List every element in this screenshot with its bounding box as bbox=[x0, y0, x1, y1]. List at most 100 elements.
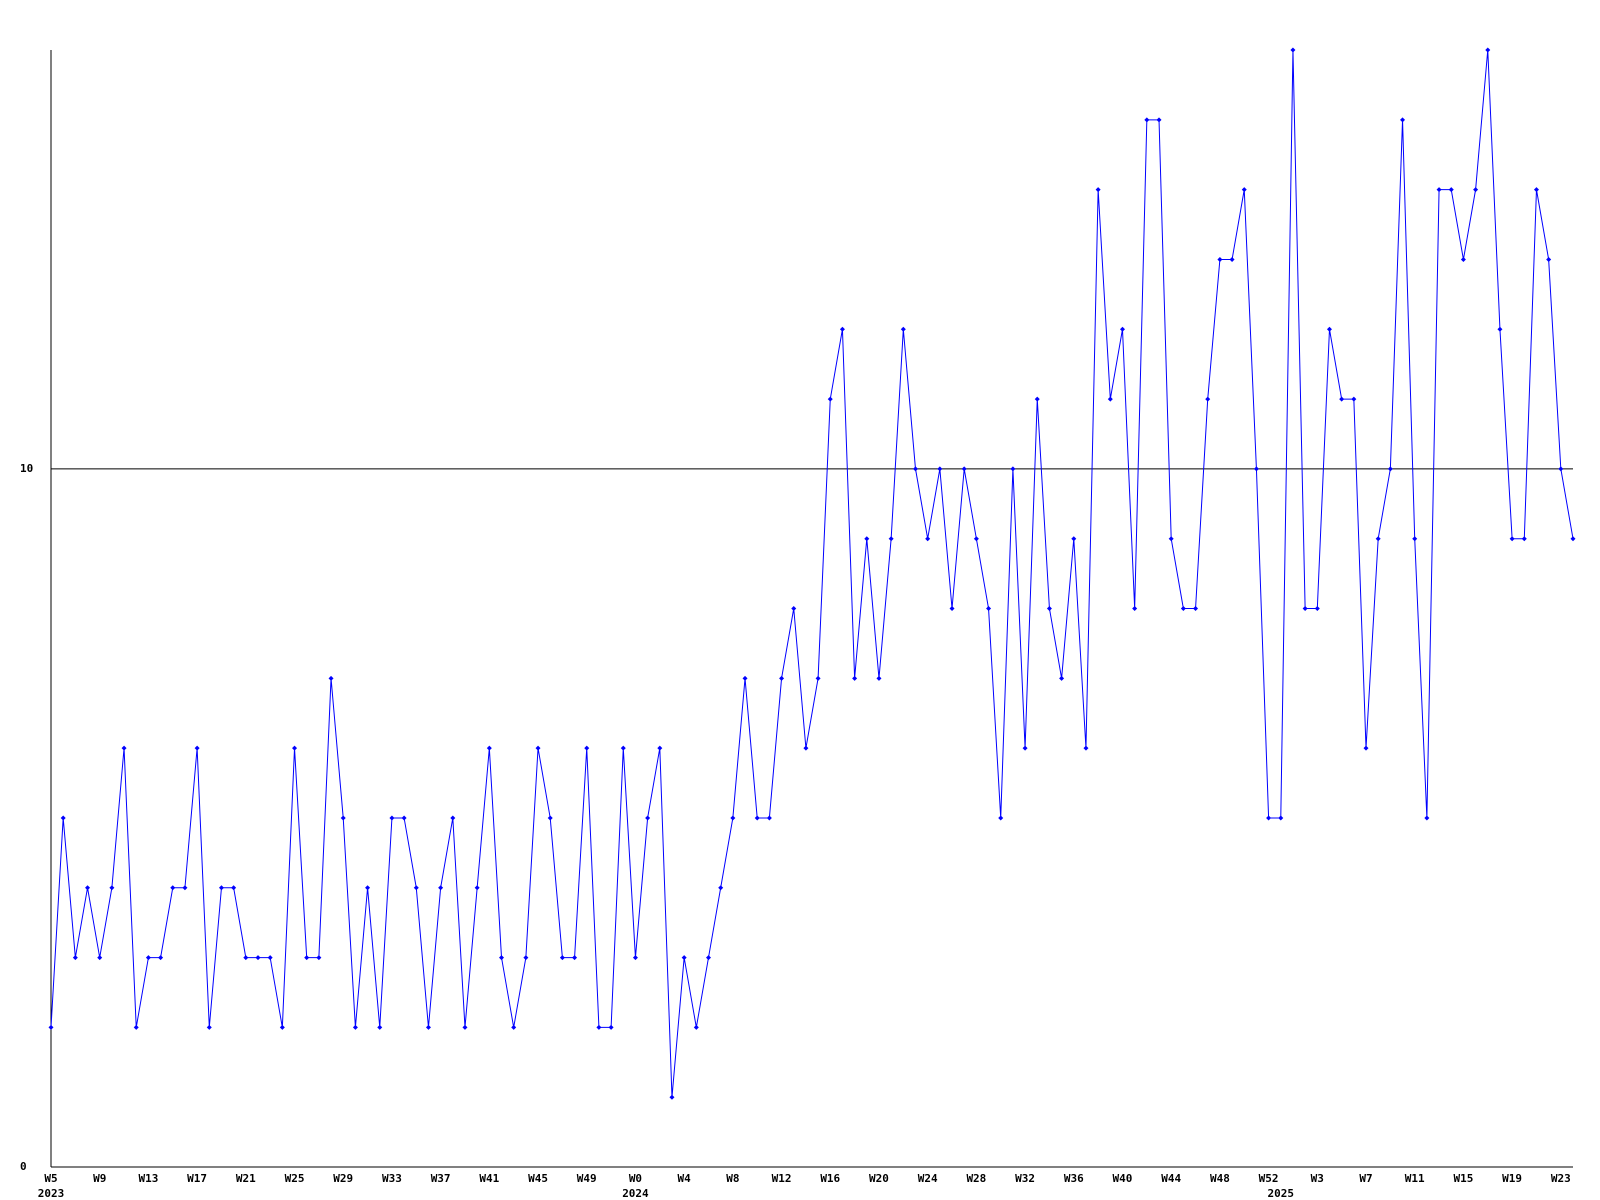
data-point bbox=[937, 466, 943, 472]
data-point bbox=[1034, 396, 1040, 402]
data-point bbox=[876, 675, 882, 681]
data-point bbox=[669, 1094, 675, 1100]
data-point bbox=[1473, 187, 1479, 193]
x-tick-label: W32 bbox=[1015, 1172, 1035, 1185]
x-tick-label: W52 bbox=[1259, 1172, 1279, 1185]
data-point bbox=[852, 675, 858, 681]
x-tick-label: W13 bbox=[138, 1172, 158, 1185]
data-point bbox=[632, 955, 638, 961]
x-tick-label: W25 bbox=[285, 1172, 305, 1185]
x-tick-label: W12 bbox=[772, 1172, 792, 1185]
data-point bbox=[912, 466, 918, 472]
data-point bbox=[1180, 606, 1186, 611]
data-point bbox=[1168, 536, 1174, 542]
x-tick-label: W11 bbox=[1405, 1172, 1425, 1185]
x-year-label: 2023 bbox=[38, 1187, 65, 1200]
data-line bbox=[50, 49, 1574, 1098]
data-point bbox=[255, 955, 261, 961]
data-point bbox=[243, 955, 249, 961]
data-point bbox=[1460, 256, 1466, 262]
x-tick-label: W41 bbox=[479, 1172, 499, 1185]
x-year-label: 2025 bbox=[1268, 1187, 1295, 1200]
data-point bbox=[218, 885, 224, 891]
data-point bbox=[170, 885, 176, 891]
data-point bbox=[1107, 396, 1113, 402]
x-tick-label: W33 bbox=[382, 1172, 402, 1185]
data-point bbox=[1119, 326, 1125, 332]
data-point bbox=[304, 955, 310, 961]
data-point bbox=[340, 815, 346, 821]
data-point bbox=[1022, 745, 1028, 751]
data-point bbox=[1509, 536, 1515, 542]
data-point bbox=[1302, 606, 1308, 611]
data-point bbox=[523, 955, 529, 961]
data-point bbox=[279, 1024, 285, 1030]
x-year-label: 2024 bbox=[622, 1187, 649, 1200]
data-point bbox=[438, 885, 444, 891]
data-point bbox=[1253, 466, 1259, 472]
data-point bbox=[998, 815, 1004, 821]
data-point bbox=[401, 815, 407, 821]
data-point bbox=[194, 745, 200, 751]
x-tick-label: W3 bbox=[1311, 1172, 1324, 1185]
data-point bbox=[657, 745, 663, 751]
data-point bbox=[206, 1024, 212, 1030]
data-point bbox=[1485, 47, 1491, 53]
data-point bbox=[316, 955, 322, 961]
data-point bbox=[827, 396, 833, 402]
x-tick-label: W44 bbox=[1161, 1172, 1181, 1185]
data-point bbox=[986, 606, 992, 611]
x-tick-label: W0 bbox=[629, 1172, 642, 1185]
data-point bbox=[499, 955, 505, 961]
x-tick-label: W8 bbox=[726, 1172, 739, 1185]
data-point bbox=[584, 745, 590, 751]
data-point bbox=[925, 536, 931, 542]
data-point bbox=[1351, 396, 1357, 402]
data-point bbox=[547, 815, 553, 821]
data-point bbox=[1339, 396, 1345, 402]
data-point bbox=[1448, 187, 1454, 193]
x-tick-label: W21 bbox=[236, 1172, 256, 1185]
data-point bbox=[1217, 256, 1223, 262]
data-point bbox=[791, 606, 797, 611]
data-point bbox=[1046, 606, 1052, 611]
data-point bbox=[413, 885, 419, 891]
data-point bbox=[1071, 536, 1077, 542]
x-tick-label: W15 bbox=[1453, 1172, 1473, 1185]
data-point bbox=[328, 675, 334, 681]
x-tick-label: W7 bbox=[1359, 1172, 1372, 1185]
data-point bbox=[72, 955, 78, 961]
data-point bbox=[596, 1024, 602, 1030]
x-tick-label: W28 bbox=[966, 1172, 986, 1185]
data-point bbox=[1424, 815, 1430, 821]
data-point bbox=[1326, 326, 1332, 332]
x-tick-label: W20 bbox=[869, 1172, 889, 1185]
data-point bbox=[109, 885, 115, 891]
x-tick-label: W40 bbox=[1113, 1172, 1133, 1185]
data-point bbox=[1375, 536, 1381, 542]
data-point bbox=[1229, 256, 1235, 262]
data-point bbox=[474, 885, 480, 891]
data-point bbox=[754, 815, 760, 821]
data-point bbox=[1314, 606, 1320, 611]
data-point bbox=[1363, 745, 1369, 751]
data-point bbox=[1266, 815, 1272, 821]
data-point bbox=[839, 326, 845, 332]
data-point bbox=[973, 536, 979, 542]
data-point bbox=[681, 955, 687, 961]
data-point bbox=[1387, 466, 1393, 472]
data-point bbox=[133, 1024, 139, 1030]
data-point bbox=[1193, 606, 1199, 611]
data-point bbox=[231, 885, 237, 891]
data-point bbox=[608, 1024, 614, 1030]
data-point bbox=[706, 955, 712, 961]
data-point bbox=[645, 815, 651, 821]
data-point bbox=[1241, 187, 1247, 193]
x-tick-label: W17 bbox=[187, 1172, 207, 1185]
x-tick-label: W23 bbox=[1551, 1172, 1571, 1185]
data-point bbox=[779, 675, 785, 681]
data-point bbox=[1533, 187, 1539, 193]
data-point bbox=[1436, 187, 1442, 193]
x-tick-label: W19 bbox=[1502, 1172, 1522, 1185]
x-tick-label: W37 bbox=[431, 1172, 451, 1185]
